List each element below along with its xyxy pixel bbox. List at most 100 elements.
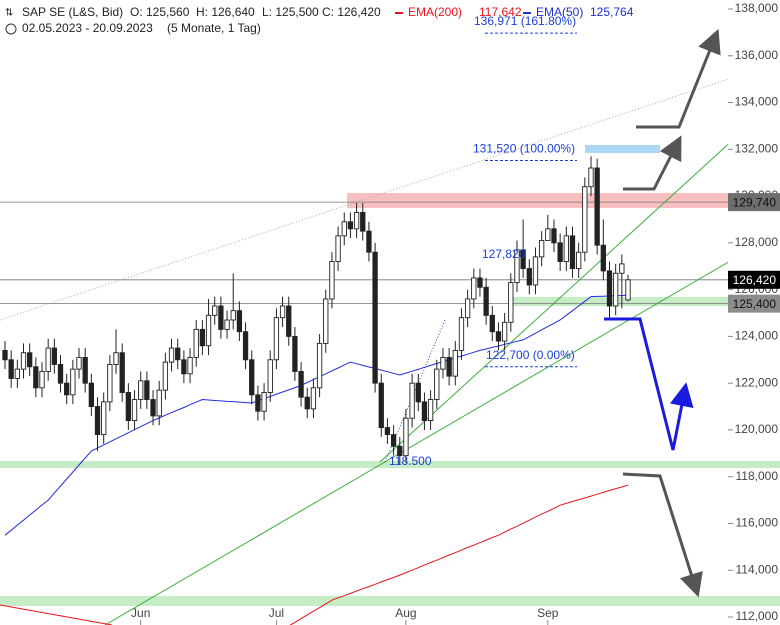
- candle-body: [70, 368, 76, 396]
- candle-body: [45, 347, 51, 372]
- candle-body: [8, 359, 14, 379]
- y-tick-label: 136,000: [735, 48, 779, 62]
- clock-icon: [5, 23, 17, 35]
- candle-body: [162, 361, 169, 391]
- candle-body: [551, 228, 557, 244]
- ema-line: [289, 484, 629, 625]
- resistance-zone: [347, 193, 780, 208]
- target-zone: [585, 145, 660, 153]
- ohlc-close: C: 126,420: [322, 5, 381, 19]
- fib-label: 136,971 (161.80%): [474, 14, 576, 28]
- ohlc-low: L: 125,500: [262, 5, 319, 19]
- candle-body: [378, 382, 384, 429]
- instrument-title: SAP SE (L&S, Bid): [22, 5, 123, 19]
- ema-line: [4, 294, 629, 536]
- y-tick-label: 122,000: [735, 375, 779, 389]
- candle-body: [514, 249, 520, 284]
- candle-body: [131, 399, 138, 422]
- y-tick-label: 114,000: [736, 562, 779, 576]
- candle-body: [33, 366, 39, 389]
- x-tick-label: Jun: [131, 606, 150, 620]
- candle-body: [298, 371, 304, 398]
- fib-label: 118.500: [389, 454, 432, 468]
- candle-body: [119, 352, 125, 393]
- candle-body: [409, 382, 415, 419]
- y-tick-label: 124,000: [735, 329, 779, 343]
- candle-body: [57, 363, 64, 384]
- trendline: [104, 261, 728, 625]
- candle-body: [292, 335, 298, 372]
- candle-body: [390, 434, 397, 447]
- candle-body: [205, 314, 212, 347]
- candle-body: [218, 305, 224, 330]
- candle-body: [464, 298, 471, 319]
- candle-body: [316, 342, 323, 389]
- y-tick-label: 112,000: [736, 609, 779, 623]
- ohlc-open: O: 125,560: [130, 5, 190, 19]
- support-zone: [510, 297, 780, 306]
- support-zone: [0, 596, 780, 606]
- candle-body: [304, 396, 310, 410]
- arrow: [623, 135, 682, 191]
- fib-label: 131,520 (100.00%): [473, 142, 575, 156]
- candle-body: [415, 382, 421, 403]
- fib-label: 127,820: [482, 247, 526, 261]
- ohlc-high: H: 126,640: [196, 5, 255, 19]
- candle-body: [279, 305, 286, 319]
- candle-body: [489, 314, 495, 333]
- candle-body: [520, 249, 526, 270]
- candle-body: [452, 349, 458, 377]
- candle-body: [88, 382, 95, 407]
- candle-body: [261, 392, 267, 412]
- candle-body: [471, 277, 477, 300]
- trendlines: [0, 78, 728, 625]
- fib-label: 122,700 (0.00%): [486, 348, 575, 362]
- candle-body: [230, 310, 236, 321]
- candle-body: [212, 305, 218, 316]
- price-label-box: [728, 193, 780, 212]
- y-tick-label: 128,000: [735, 235, 779, 249]
- candle-body: [569, 235, 576, 270]
- candle-body: [434, 368, 440, 400]
- candle-body: [508, 282, 514, 323]
- plot-area: [0, 32, 728, 625]
- candle-body: [600, 244, 606, 272]
- candle-body: [82, 356, 88, 384]
- candle-body: [175, 347, 181, 361]
- candle-body: [224, 319, 230, 330]
- arrow: [636, 28, 721, 129]
- y-tick-label: 132,000: [735, 141, 779, 155]
- candle-body: [582, 186, 588, 253]
- y-tick-label: 134,000: [735, 95, 779, 109]
- y-tick-label: 116,000: [736, 516, 779, 530]
- price-label: 129,740: [733, 195, 777, 209]
- candle-body: [557, 242, 563, 263]
- date-range: 02.05.2023 - 20.09.2023: [22, 21, 153, 35]
- candle-body: [421, 401, 428, 422]
- candle-body: [2, 349, 8, 361]
- candle-body: [138, 380, 144, 400]
- y-tick-label: 120,000: [735, 422, 779, 436]
- candle-body: [329, 261, 335, 300]
- candle-body: [20, 352, 27, 370]
- candle-body: [323, 298, 329, 344]
- x-tick-label: Sep: [537, 606, 559, 620]
- candle-body: [335, 235, 341, 263]
- candle-body: [255, 394, 261, 412]
- header: ⇅ SAP SE (L&S, Bid) O: 125,560 H: 126,64…: [5, 5, 381, 35]
- candle-body: [446, 356, 452, 377]
- candle-body: [242, 331, 249, 361]
- candle-body: [532, 256, 539, 286]
- y-tick-label: 138,000: [735, 1, 779, 15]
- arrow: [622, 472, 703, 598]
- candle-body: [353, 211, 360, 230]
- candle-body: [310, 387, 317, 410]
- icon: ⇅: [5, 8, 13, 19]
- arrow: [604, 317, 694, 451]
- candle-body: [125, 392, 132, 422]
- candle-body: [384, 427, 391, 436]
- candle-body: [625, 279, 631, 301]
- y-tick-label: 118,000: [736, 469, 779, 483]
